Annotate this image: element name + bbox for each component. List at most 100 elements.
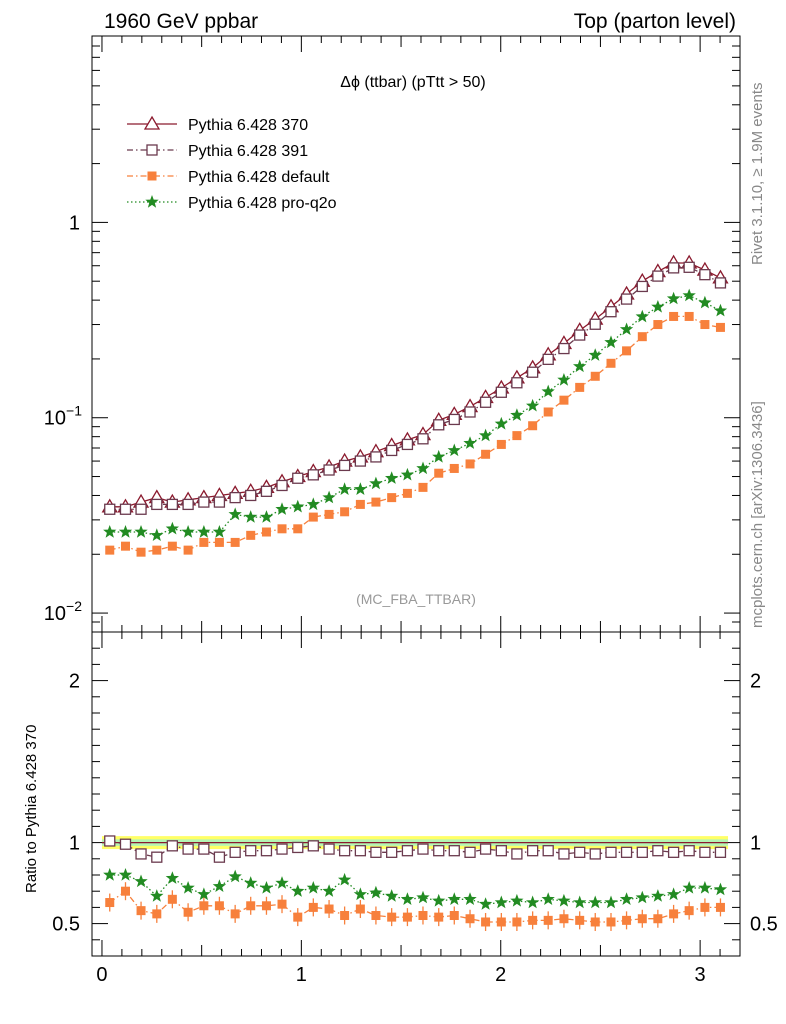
ratio-frame [91, 631, 741, 957]
ratio-panel: 0.5 0.5 1 1 2 2 0 1 2 3 Ratio to Pythia 6.428 37… [23, 631, 778, 986]
marker-square-filled [355, 904, 365, 914]
marker-square-open [292, 841, 304, 854]
ratio-ylabel: Ratio to Pythia 6.428 370 [23, 725, 40, 893]
marker-square-open [620, 293, 633, 305]
marker-star [103, 868, 117, 881]
marker-square-open [135, 503, 147, 515]
marker-square-open [354, 845, 367, 857]
marker-square-filled [246, 530, 256, 540]
series-line [109, 262, 721, 508]
marker-square-filled [449, 463, 459, 473]
marker-square-open [526, 845, 539, 857]
marker-square-filled [355, 499, 365, 509]
y-tick-label-right: 0.5 [750, 914, 778, 936]
marker-square-filled [496, 917, 506, 927]
ratio-y-axis: 0.5 0.5 1 1 2 2 [52, 647, 778, 941]
marker-square-open [495, 845, 507, 857]
marker-square-open [104, 835, 116, 847]
marker-star [275, 502, 289, 515]
marker-star [416, 890, 430, 904]
marker-star [510, 408, 524, 421]
marker-star [619, 322, 634, 336]
marker-square-open [198, 496, 210, 508]
marker-square-open [574, 329, 586, 341]
y-tick-label-right: 2 [750, 671, 761, 693]
marker-star [557, 373, 571, 386]
marker-star [619, 892, 634, 905]
marker-square-filled [481, 449, 491, 459]
legend-item: Pythia 6.428 391 [127, 143, 308, 160]
legend-label: Pythia 6.428 pro-q2o [188, 195, 337, 212]
marker-square-filled [105, 898, 115, 908]
marker-square-open [354, 455, 367, 467]
marker-square-filled [261, 901, 271, 911]
marker-square-open [433, 845, 445, 857]
series-line [109, 315, 721, 553]
marker-square-open [605, 846, 617, 858]
marker-square-filled [230, 537, 240, 547]
marker-star [306, 497, 320, 511]
marker-square-open [667, 846, 680, 858]
marker-square-open [276, 843, 288, 855]
marker-star [463, 436, 477, 449]
marker-square-open [620, 846, 633, 858]
marker-square-filled [684, 311, 694, 321]
marker-square-open [448, 845, 460, 857]
marker-square-filled [434, 912, 444, 922]
marker-square-filled [340, 507, 350, 517]
marker-star [385, 889, 399, 902]
series-line [109, 266, 721, 510]
marker-star [228, 869, 242, 883]
marker-star [635, 309, 649, 323]
marker-square-filled [214, 537, 224, 547]
marker-square-filled [105, 545, 115, 555]
marker-square-filled [199, 901, 209, 911]
ratio-line [109, 840, 721, 858]
marker-square-filled [402, 488, 412, 498]
y-tick-label: 0.5 [52, 914, 80, 936]
marker-square-filled [715, 322, 725, 332]
marker-star [478, 897, 493, 910]
marker-square-open [323, 843, 335, 855]
marker-square-open [417, 843, 429, 855]
marker-star [651, 889, 665, 902]
marker-square-open [511, 377, 523, 389]
marker-square-filled [669, 909, 679, 919]
marker-square-filled [637, 914, 647, 924]
main-panel: 1 10−1 10−2 Δϕ (ttbar) (pTtt > 50) (MC_FBA… [44, 35, 741, 633]
marker-square-filled [371, 911, 381, 920]
marker-square-open [526, 366, 539, 378]
marker-square-filled [387, 912, 397, 922]
marker-square-filled [622, 346, 632, 356]
marker-square-filled [183, 907, 193, 917]
marker-star [526, 398, 540, 412]
marker-star [212, 879, 227, 892]
marker-star [557, 893, 571, 907]
marker-square-open [260, 485, 273, 497]
marker-star [604, 895, 618, 909]
marker-star [259, 881, 274, 894]
marker-square-filled [528, 421, 538, 431]
marker-square-filled [293, 524, 303, 534]
marker-square-filled [147, 171, 157, 181]
marker-square-open [260, 845, 273, 857]
marker-square-open [198, 843, 210, 855]
marker-square-open [307, 469, 319, 481]
marker-square-filled [277, 899, 287, 909]
legend-label: Pythia 6.428 370 [188, 117, 308, 134]
series-line [109, 294, 721, 536]
marker-square-filled [418, 911, 428, 920]
y-tick-label-right: 1 [750, 833, 761, 855]
marker-square-open [245, 845, 257, 857]
marker-square-filled [700, 320, 710, 330]
marker-square-open [699, 846, 711, 858]
marker-star [306, 881, 320, 894]
marker-square-filled [136, 906, 146, 916]
marker-triangle [143, 115, 161, 130]
y-tick-label: 1 [69, 833, 80, 855]
marker-star [635, 890, 649, 904]
marker-square-open [401, 845, 414, 857]
marker-square-filled [512, 917, 522, 927]
marker-square-open [307, 840, 319, 852]
